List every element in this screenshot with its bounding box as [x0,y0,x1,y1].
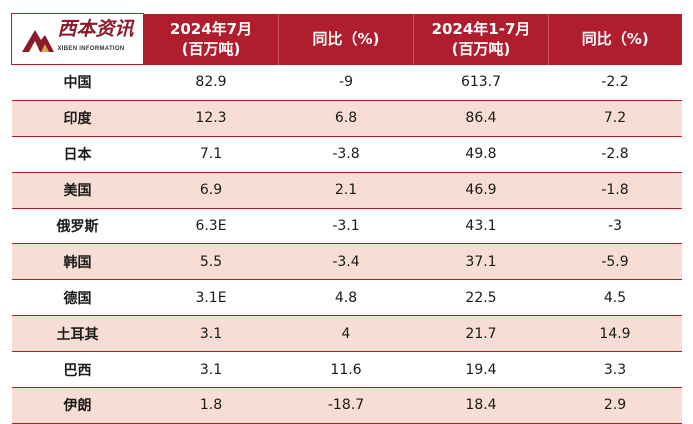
logo-chinese-text: 西本资讯 [57,18,134,40]
ytd-output-cell: 18.4 [413,387,549,424]
header-ytd-yoy: 同比（%) [548,13,682,65]
july-output-cell: 1.8 [143,387,279,424]
july-yoy-cell: -18.7 [278,387,414,424]
table-body: 中国 82.9 -9 613.7 -2.2 印度 12.3 6.8 86.4 7… [11,64,682,424]
ytd-output-cell: 46.9 [413,172,549,209]
table-row: 印度 12.3 6.8 86.4 7.2 [11,100,682,137]
july-output-cell: 6.3E [143,208,279,245]
country-cell: 巴西 [11,351,144,389]
july-yoy-cell: -3.4 [278,243,414,281]
ytd-yoy-cell: 3.3 [548,351,682,389]
steel-output-table-container: 西本资讯 XIBEN INFORMATION 2024年7月 (百万吨) 同比（… [11,13,682,424]
table-row: 中国 82.9 -9 613.7 -2.2 [11,64,682,101]
header-ytd-output-line1: 2024年1-7月 [431,20,531,38]
ytd-yoy-cell: 2.9 [548,387,682,424]
july-yoy-cell: 2.1 [278,172,414,209]
country-cell: 美国 [11,172,144,209]
logo-cell: 西本资讯 XIBEN INFORMATION [11,13,144,65]
table-header: 西本资讯 XIBEN INFORMATION 2024年7月 (百万吨) 同比（… [11,13,682,65]
july-yoy-cell: -3.8 [278,136,414,173]
ytd-output-cell: 613.7 [413,64,549,101]
header-july-output-line2: (百万吨) [181,40,241,58]
july-yoy-cell: -3.1 [278,208,414,245]
logo-english-text: XIBEN INFORMATION [57,46,125,52]
country-cell: 中国 [11,64,144,101]
table-row: 巴西 3.1 11.6 19.4 3.3 [11,351,682,389]
ytd-output-cell: 21.7 [413,315,549,353]
july-output-cell: 3.1 [143,315,279,353]
ytd-yoy-cell: -1.8 [548,172,682,209]
table-row: 土耳其 3.1 4 21.7 14.9 [11,315,682,353]
table-row: 日本 7.1 -3.8 49.8 -2.8 [11,136,682,173]
mountain-logo-icon [22,30,55,52]
ytd-yoy-cell: 4.5 [548,279,682,317]
july-output-cell: 5.5 [143,243,279,281]
july-yoy-cell: 11.6 [278,351,414,389]
table-row: 韩国 5.5 -3.4 37.1 -5.9 [11,243,682,281]
ytd-yoy-cell: 14.9 [548,315,682,353]
july-yoy-cell: 4.8 [278,279,414,317]
july-output-cell: 3.1 [143,351,279,389]
july-yoy-cell: -9 [278,64,414,101]
table-row: 美国 6.9 2.1 46.9 -1.8 [11,172,682,209]
header-july-yoy: 同比（%) [278,13,414,65]
header-july-output: 2024年7月 (百万吨) [143,13,279,65]
ytd-output-cell: 22.5 [413,279,549,317]
july-output-cell: 12.3 [143,100,279,137]
july-output-cell: 3.1E [143,279,279,317]
july-output-cell: 6.9 [143,172,279,209]
country-cell: 印度 [11,100,144,137]
country-cell: 伊朗 [11,387,144,424]
table-row: 德国 3.1E 4.8 22.5 4.5 [11,279,682,317]
ytd-yoy-cell: -2.2 [548,64,682,101]
july-yoy-cell: 4 [278,315,414,353]
july-yoy-cell: 6.8 [278,100,414,137]
table-row: 伊朗 1.8 -18.7 18.4 2.9 [11,387,682,424]
country-cell: 韩国 [11,243,144,281]
country-cell: 日本 [11,136,144,173]
header-july-output-line1: 2024年7月 [169,20,253,38]
ytd-yoy-cell: -2.8 [548,136,682,173]
steel-output-table: 西本资讯 XIBEN INFORMATION 2024年7月 (百万吨) 同比（… [11,13,682,424]
xiben-logo: 西本资讯 XIBEN INFORMATION [12,14,143,64]
ytd-output-cell: 49.8 [413,136,549,173]
ytd-output-cell: 86.4 [413,100,549,137]
ytd-output-cell: 19.4 [413,351,549,389]
july-output-cell: 82.9 [143,64,279,101]
ytd-output-cell: 43.1 [413,208,549,245]
country-cell: 德国 [11,279,144,317]
ytd-yoy-cell: 7.2 [548,100,682,137]
ytd-output-cell: 37.1 [413,243,549,281]
header-row: 西本资讯 XIBEN INFORMATION 2024年7月 (百万吨) 同比（… [11,13,682,65]
table-row: 俄罗斯 6.3E -3.1 43.1 -3 [11,208,682,245]
header-ytd-output-line2: (百万吨) [451,40,511,58]
country-cell: 土耳其 [11,315,144,353]
ytd-yoy-cell: -5.9 [548,243,682,281]
header-ytd-output: 2024年1-7月 (百万吨) [413,13,549,65]
country-cell: 俄罗斯 [11,208,144,245]
july-output-cell: 7.1 [143,136,279,173]
ytd-yoy-cell: -3 [548,208,682,245]
